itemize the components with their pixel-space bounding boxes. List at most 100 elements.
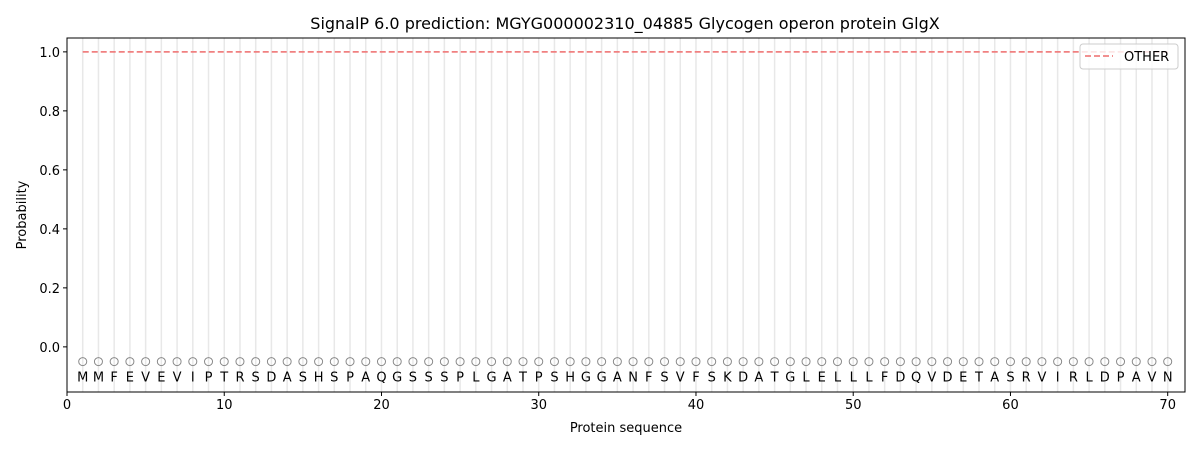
prediction-marker	[361, 357, 371, 367]
residue-label: G	[392, 370, 402, 385]
prediction-marker	[927, 357, 937, 367]
residue-label: L	[472, 370, 480, 385]
prediction-marker	[754, 357, 764, 367]
prediction-marker	[1131, 357, 1141, 367]
residue-label: R	[1022, 370, 1031, 385]
y-tick-label: 0.0	[39, 341, 60, 356]
prediction-marker	[439, 357, 449, 367]
prediction-marker	[880, 357, 890, 367]
residue-label: Q	[376, 370, 386, 385]
residue-label: H	[314, 370, 324, 385]
residue-marks: MOMOFOEOVOEOVOIOPOTOROSODOAOSOHOSOPOAOQO…	[77, 357, 1173, 385]
residue-label: T	[518, 370, 527, 385]
residue-label: R	[235, 370, 244, 385]
y-tick-label: 0.2	[39, 282, 60, 297]
prediction-marker	[1037, 357, 1047, 367]
prediction-marker	[911, 357, 921, 367]
residue-label: D	[943, 370, 953, 385]
x-tick-label: 0	[63, 398, 71, 413]
prediction-marker	[392, 357, 402, 367]
residue-label: G	[487, 370, 497, 385]
prediction-marker	[785, 357, 795, 367]
prediction-marker	[738, 357, 748, 367]
prediction-marker	[549, 357, 559, 367]
prediction-marker	[502, 357, 512, 367]
residue-label: S	[252, 370, 260, 385]
x-tick-label: 20	[373, 398, 390, 413]
x-tick-label: 70	[1159, 398, 1176, 413]
x-tick-label: 50	[845, 398, 862, 413]
prediction-marker	[990, 357, 1000, 367]
prediction-marker	[707, 357, 717, 367]
residue-label: T	[219, 370, 228, 385]
x-axis-label: Protein sequence	[570, 421, 682, 436]
prediction-marker	[974, 357, 984, 367]
prediction-marker	[1147, 357, 1157, 367]
residue-label: E	[157, 370, 165, 385]
residue-label: D	[738, 370, 748, 385]
plot-frame	[66, 37, 1186, 393]
x-tick-label: 30	[530, 398, 547, 413]
residue-label: E	[818, 370, 826, 385]
x-tick-label: 60	[1002, 398, 1019, 413]
prediction-marker	[660, 357, 670, 367]
residue-label: L	[865, 370, 873, 385]
residue-label: A	[613, 370, 622, 385]
prediction-marker	[518, 357, 528, 367]
residue-label: P	[535, 370, 543, 385]
residue-label: M	[77, 370, 88, 385]
prediction-marker	[93, 357, 103, 367]
residue-label: Q	[911, 370, 921, 385]
prediction-marker	[1163, 357, 1173, 367]
residue-label: F	[692, 370, 699, 385]
residue-label: A	[283, 370, 292, 385]
prediction-marker	[895, 357, 905, 367]
prediction-marker	[864, 357, 874, 367]
residue-label: N	[1163, 370, 1173, 385]
prediction-marker	[675, 357, 685, 367]
prediction-marker	[848, 357, 858, 367]
residue-label: S	[330, 370, 338, 385]
residue-label: A	[503, 370, 512, 385]
residue-label: R	[1069, 370, 1078, 385]
y-axis-label: Probability	[15, 180, 30, 249]
residue-label: I	[191, 370, 195, 385]
prediction-marker	[534, 357, 544, 367]
residue-label: P	[346, 370, 354, 385]
residue-label: V	[173, 370, 182, 385]
y-tick-label: 0.6	[39, 164, 60, 179]
prediction-marker	[345, 357, 355, 367]
residue-label: S	[440, 370, 448, 385]
residue-label: A	[990, 370, 999, 385]
prediction-marker	[251, 357, 261, 367]
residue-label: P	[1117, 370, 1125, 385]
residue-label: D	[266, 370, 276, 385]
prediction-marker	[204, 357, 214, 367]
prediction-marker	[471, 357, 481, 367]
residue-label: S	[1006, 370, 1014, 385]
y-tick-label: 0.4	[39, 223, 60, 238]
prediction-marker	[487, 357, 497, 367]
prediction-marker	[424, 357, 434, 367]
residue-label: K	[723, 370, 732, 385]
prediction-marker	[832, 357, 842, 367]
prediction-marker	[109, 357, 119, 367]
residue-label: S	[550, 370, 558, 385]
prediction-marker	[235, 357, 245, 367]
prediction-marker	[314, 357, 324, 367]
residue-label: V	[1148, 370, 1157, 385]
residue-label: L	[802, 370, 810, 385]
prediction-marker	[78, 357, 88, 367]
residue-label: E	[959, 370, 967, 385]
prediction-marker	[329, 357, 339, 367]
residue-label: F	[881, 370, 888, 385]
prediction-marker	[691, 357, 701, 367]
prediction-marker	[722, 357, 732, 367]
y-axis-ticks: 0.0 0.2 0.4 0.6 0.8 1.0	[39, 46, 67, 356]
grid-lines	[81, 38, 1169, 392]
prediction-marker	[125, 357, 135, 367]
residue-label: V	[141, 370, 150, 385]
prediction-marker	[943, 357, 953, 367]
prediction-marker	[581, 357, 591, 367]
residue-label: L	[850, 370, 858, 385]
